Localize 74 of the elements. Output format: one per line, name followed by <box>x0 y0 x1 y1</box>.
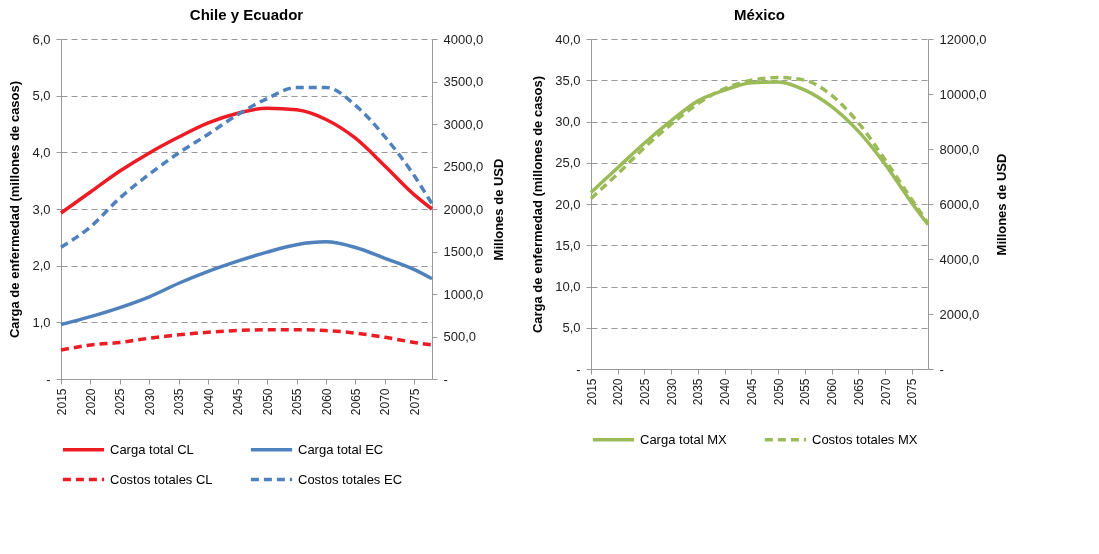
y-tick-label: 20,0 <box>555 196 581 212</box>
x-tick-label: 2070 <box>878 378 893 406</box>
x-tick-label: 2030 <box>142 388 157 416</box>
x-tick-label: 2040 <box>718 378 733 406</box>
x-tick-label: 2025 <box>637 378 652 406</box>
y-tick-label: 25,0 <box>555 155 581 171</box>
y2-tick-label: 1500,0 <box>443 244 484 259</box>
legend-label: Carga total CL <box>110 441 194 457</box>
y2-tick-label: 12000,0 <box>939 31 987 47</box>
x-tick-label: 2060 <box>825 378 840 406</box>
line-series <box>59 240 434 327</box>
x-tick-label: 2045 <box>744 378 759 406</box>
y-tick-label: 35,0 <box>555 72 581 88</box>
y-tick-label: 3,0 <box>32 201 51 217</box>
y2-tick-label: 10000,0 <box>939 86 987 102</box>
x-tick-label: 2035 <box>172 388 187 416</box>
line-series <box>59 85 434 249</box>
y2-axis-title: Millones de USD <box>994 153 1010 256</box>
x-tick-label: 2015 <box>54 388 69 416</box>
x-tick-label: 2055 <box>290 388 305 416</box>
y-axis-title: Carga de enfermedad (millones de casos) <box>530 75 546 334</box>
x-tick-label: 2035 <box>691 378 706 406</box>
x-tick-label: 2075 <box>407 388 422 416</box>
y-tick-label: 15,0 <box>555 237 581 253</box>
y-tick-label: - <box>46 371 51 387</box>
y-tick-label: - <box>576 361 581 377</box>
x-tick-label: 2045 <box>231 388 246 416</box>
x-tick-label: 2030 <box>664 378 679 406</box>
y-tick-label: 2,0 <box>32 258 51 274</box>
line-series <box>59 327 434 352</box>
legend-label: Carga total MX <box>640 431 728 447</box>
x-tick-label: 2070 <box>378 388 393 416</box>
y2-tick-label: - <box>939 361 944 377</box>
legend-label: Carga total EC <box>298 441 384 457</box>
chart-title: México <box>734 6 785 23</box>
y2-tick-label: 3000,0 <box>443 116 484 132</box>
y-tick-label: 40,0 <box>555 31 581 47</box>
y2-tick-label: 2000,0 <box>939 306 980 322</box>
x-tick-label: 2055 <box>798 378 813 406</box>
y-tick-label: 5,0 <box>32 88 51 104</box>
x-tick-label: 2050 <box>771 378 786 406</box>
y2-tick-label: 2000,0 <box>443 201 484 217</box>
y2-tick-label: 8000,0 <box>939 141 980 157</box>
chart-title: Chile y Ecuador <box>189 6 304 23</box>
x-tick-label: 2020 <box>83 388 98 416</box>
y2-tick-label: 4000,0 <box>939 251 980 267</box>
x-tick-label: 2025 <box>113 388 128 416</box>
legend-label: Costos totales CL <box>110 471 213 487</box>
y-axis-title: Carga de enfermedad (millones de casos) <box>7 80 23 339</box>
y-tick-label: 10,0 <box>555 279 581 294</box>
y2-tick-label: 500,0 <box>443 329 477 344</box>
x-tick-label: 2065 <box>348 388 363 416</box>
y2-axis-title: Millones de USD <box>491 158 507 261</box>
y2-tick-label: - <box>443 371 448 387</box>
y2-tick-label: 2500,0 <box>443 159 484 174</box>
y-tick-label: 30,0 <box>555 114 581 129</box>
y2-tick-label: 4000,0 <box>443 31 484 47</box>
x-tick-label: 2065 <box>851 378 866 406</box>
y-tick-label: 5,0 <box>562 320 581 336</box>
y2-tick-label: 1000,0 <box>443 286 484 302</box>
x-tick-label: 2075 <box>905 378 920 406</box>
x-tick-label: 2040 <box>201 388 216 416</box>
x-tick-label: 2050 <box>260 388 275 416</box>
y-tick-label: 4,0 <box>32 144 51 160</box>
y-tick-label: 1,0 <box>32 314 51 330</box>
y-tick-label: 6,0 <box>32 31 51 47</box>
x-tick-label: 2060 <box>319 388 334 416</box>
legend-label: Costos totales EC <box>298 471 403 487</box>
x-tick-label: 2015 <box>584 378 599 406</box>
x-tick-label: 2020 <box>611 378 626 406</box>
line-series <box>59 106 434 215</box>
legend-label: Costos totales MX <box>812 431 918 447</box>
y2-tick-label: 3500,0 <box>443 74 484 89</box>
y2-tick-label: 6000,0 <box>939 196 980 212</box>
